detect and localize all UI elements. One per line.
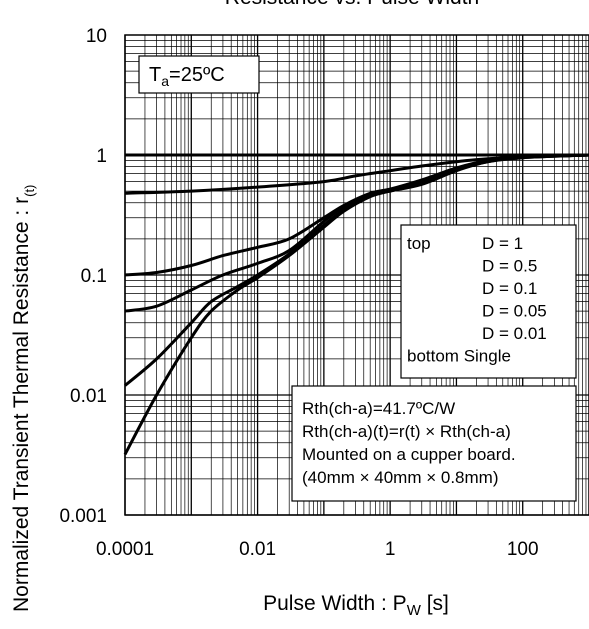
ambient-temperature-box: Ta=25ºC	[138, 55, 260, 94]
x-tick-label: 0.0001	[96, 539, 154, 560]
legend-entries: top D = 1 D = 0.5 D = 0.1 D = 0.05 D = 0.01 bo…	[407, 234, 547, 366]
x-axis-title: Pulse Width : PW [s]	[263, 592, 449, 619]
legend-label: top	[407, 234, 431, 253]
legend-entry: D = 1	[482, 234, 523, 253]
y-tick-label: 1	[96, 146, 107, 167]
legend-entry: D = 0.05	[482, 302, 547, 321]
x-tick-label: 100	[507, 539, 539, 560]
curves	[123, 153, 589, 456]
note-line: Rth(ch-a)=41.7ºC/W	[302, 399, 455, 418]
note-line: Mounted on a cupper board.	[302, 445, 516, 464]
x-tick-label: 0.01	[239, 539, 276, 560]
y-tick-label: 10	[86, 26, 107, 47]
curve-6	[123, 153, 589, 456]
legend-entry: D = 0.5	[482, 257, 537, 276]
note-line: Rth(ch-a)(t)=r(t) × Rth(ch-a)	[302, 422, 511, 441]
note-lines: Rth(ch-a)=41.7ºC/W Rth(ch-a)(t)=r(t) × Rt…	[302, 399, 516, 487]
plot-frame	[124, 34, 589, 516]
y-axis-title: Normalized Transient Thermal Resistance …	[10, 185, 37, 612]
legend-label: bottom Single	[407, 347, 511, 366]
x-axis-tick-labels: 0.0001 0.01 1 100	[96, 539, 539, 560]
chart-title: Resistance vs. Pulse Width	[225, 0, 479, 9]
svg-text:Ta=25ºC: Ta=25ºC	[149, 64, 225, 89]
legend-entry: D = 0.01	[482, 324, 547, 343]
y-axis-tick-labels: 10 1 0.1 0.01 0.001	[59, 26, 107, 527]
notes-box: Rth(ch-a)=41.7ºC/W Rth(ch-a)(t)=r(t) × Rt…	[291, 385, 577, 502]
y-tick-label: 0.01	[70, 386, 107, 407]
y-tick-label: 0.1	[81, 266, 107, 287]
note-line: (40mm × 40mm × 0.8mm)	[302, 468, 499, 487]
y-tick-label: 0.001	[59, 506, 107, 527]
x-tick-label: 1	[385, 539, 396, 560]
legend-entry: D = 0.1	[482, 279, 537, 298]
legend: top D = 1 D = 0.5 D = 0.1 D = 0.05 D = 0.01 bo…	[400, 224, 577, 379]
